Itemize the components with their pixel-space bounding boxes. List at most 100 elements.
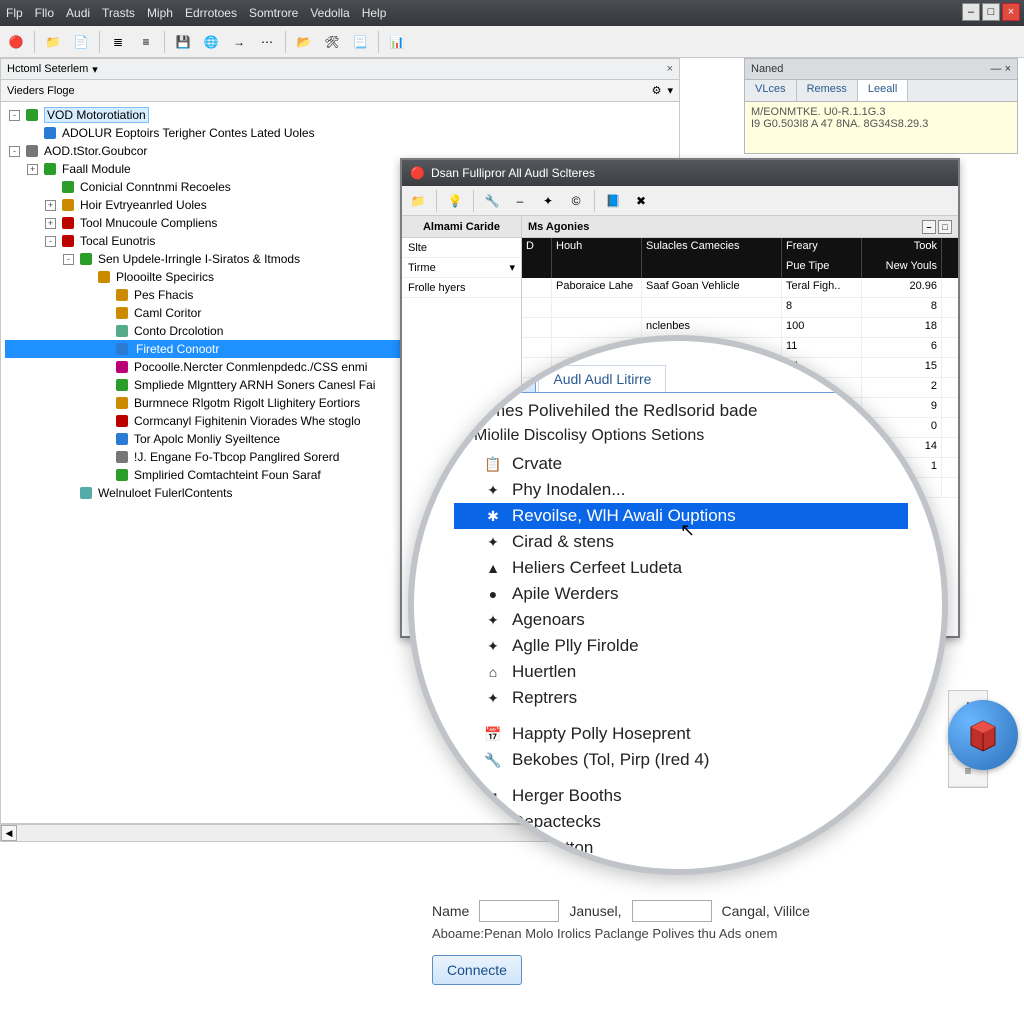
- name-field-1[interactable]: [479, 900, 559, 922]
- tab-vlces[interactable]: VLces: [745, 80, 797, 101]
- min-icon[interactable]: –: [922, 220, 936, 234]
- sec-left-head: Almami Caride: [402, 216, 521, 238]
- context-menu-item[interactable]: ✦Aglle Plly Firolde: [454, 633, 908, 659]
- tree-node-label: !J. Engane Fo-Tbcop Panglired Sorerd: [134, 450, 339, 464]
- tree-twisty-icon[interactable]: +: [45, 218, 56, 229]
- menu-item[interactable]: Miph: [147, 6, 173, 20]
- context-menu-item[interactable]: 🔒Depactecks0: [454, 809, 908, 835]
- grid-row[interactable]: nclenbes10018: [522, 318, 958, 338]
- connect-button[interactable]: Connecte: [432, 955, 522, 985]
- sec-folder-icon[interactable]: 📁: [406, 189, 430, 213]
- menu-item[interactable]: Vedolla: [310, 6, 349, 20]
- context-menu-item[interactable]: ■Herger Booths: [454, 783, 908, 809]
- list-icon[interactable]: ≣: [106, 30, 130, 54]
- menu-item[interactable]: Edrrotoes: [185, 6, 237, 20]
- menu-item-label: Happty Polly Hoseprent: [512, 724, 691, 744]
- menu-item[interactable]: Fllo: [35, 6, 54, 20]
- context-menu-item[interactable]: ⌂Huertlen: [454, 659, 908, 685]
- sec-wrench-icon[interactable]: 🔧: [480, 189, 504, 213]
- context-menu-item[interactable]: 🔧Bekobes (Tol, Pirp (Ired 4): [454, 747, 908, 773]
- lens-tab-2[interactable]: Audl Audl Litirre: [538, 365, 666, 392]
- scroll-left-icon[interactable]: ◀: [1, 825, 17, 841]
- right-panel-title: Naned — ×: [744, 58, 1018, 80]
- menu-item-icon: 📋: [484, 455, 502, 473]
- tree-node-label: Smpliede Mlgnttery ARNH Soners Canesl Fa…: [134, 378, 375, 392]
- menu-item-icon: 🔧: [484, 751, 502, 769]
- breadcrumb: Hctoml Seterlem ▾ ×: [0, 58, 680, 80]
- tree-node[interactable]: -VOD Motorotiation: [5, 106, 675, 124]
- tree-twisty-icon[interactable]: -: [45, 236, 56, 247]
- context-menu-item[interactable]: ◉ Cosinotton: [454, 835, 908, 861]
- sec-box-icon[interactable]: 📘: [601, 189, 625, 213]
- globe-icon[interactable]: 🌐: [199, 30, 223, 54]
- folder2-icon[interactable]: 📂: [292, 30, 316, 54]
- menu-item-icon: ◉: [484, 839, 502, 857]
- context-menu-item[interactable]: ✦Agenoars: [454, 607, 908, 633]
- tree-node-label: Ploooilte Specirics: [116, 270, 214, 284]
- maximize-icon[interactable]: □: [982, 3, 1000, 21]
- context-menu-item[interactable]: 📅Happty Polly Hoseprent: [454, 721, 908, 747]
- breadcrumb-close-icon[interactable]: ×: [667, 63, 673, 75]
- context-menu-item[interactable]: 📋Crvate: [454, 451, 908, 477]
- tree-twisty-icon[interactable]: -: [63, 254, 74, 265]
- close-icon[interactable]: ×: [1002, 3, 1020, 21]
- tree-twisty-icon[interactable]: +: [45, 200, 56, 211]
- context-menu-item[interactable]: ▲Heliers Cerfeet Ludeta: [454, 555, 908, 581]
- context-menu-item[interactable]: ✦Phy Inodalen...: [454, 477, 908, 503]
- save-icon[interactable]: 💾: [171, 30, 195, 54]
- tree-node-label: Conto Drcolotion: [134, 324, 223, 338]
- sec-left-row[interactable]: Frolle hyers: [402, 278, 521, 298]
- tab-leeall[interactable]: Leeall: [858, 80, 908, 101]
- sec-dash-icon[interactable]: –: [508, 189, 532, 213]
- name-field-2[interactable]: [632, 900, 712, 922]
- menu-item-label: Apile Werders: [512, 584, 618, 604]
- sec-star-icon[interactable]: ✦: [536, 189, 560, 213]
- lens-tab-1[interactable]: Ad Soher: [448, 365, 536, 392]
- document-icon[interactable]: 📄: [69, 30, 93, 54]
- gear-icon[interactable]: ⚙: [652, 84, 662, 97]
- tree-node-label: Faall Module: [62, 162, 131, 176]
- grid-row[interactable]: 88: [522, 298, 958, 318]
- panel-menu-icon[interactable]: — ×: [991, 63, 1011, 75]
- menu-item[interactable]: Audi: [66, 6, 90, 20]
- sec-left-row[interactable]: Tirme▾: [402, 258, 521, 278]
- sec-c-icon[interactable]: ©: [564, 189, 588, 213]
- tree-node-icon: [114, 431, 130, 447]
- tree-node-icon: [42, 161, 58, 177]
- arrow-icon[interactable]: →: [227, 30, 251, 54]
- menu-item[interactable]: Trasts: [102, 6, 135, 20]
- sec-left-row[interactable]: Slte: [402, 238, 521, 258]
- sec-delete-icon[interactable]: ✖: [629, 189, 653, 213]
- subbar-text: Vieders Floge: [7, 85, 75, 97]
- tree-node[interactable]: ADOLUR Eoptoirs Terigher Contes Lated Uo…: [5, 124, 675, 142]
- grid-subheader: Pue Tipe New Youls: [522, 258, 958, 278]
- tree-twisty-icon[interactable]: -: [9, 146, 20, 157]
- tool-icon[interactable]: 🛠: [320, 30, 344, 54]
- menu-item[interactable]: Help: [362, 6, 387, 20]
- menu-item-label: Cosinotton: [512, 838, 593, 858]
- menu-item-icon: ✦: [484, 611, 502, 629]
- context-menu-item[interactable]: ●Apile Werders: [454, 581, 908, 607]
- tree-node-icon: [78, 251, 94, 267]
- folder-icon[interactable]: 📁: [41, 30, 65, 54]
- chart-icon[interactable]: 📊: [385, 30, 409, 54]
- context-menu-item[interactable]: ✦Reptrers: [454, 685, 908, 711]
- max-icon[interactable]: □: [938, 220, 952, 234]
- dropdown-icon[interactable]: ▾: [667, 84, 673, 97]
- grid-row[interactable]: Paboraice LaheSaaf Goan VehlicleTeral Fi…: [522, 278, 958, 298]
- tree-node-label: Welnuloet FulerlContents: [98, 486, 233, 500]
- menu-item[interactable]: Flp: [6, 6, 23, 20]
- menu-item[interactable]: Somtrore: [249, 6, 298, 20]
- sec-bulb-icon[interactable]: 💡: [443, 189, 467, 213]
- tree-node-label: Cormcanyl Fighitenin Viorades Whe stoglo: [134, 414, 361, 428]
- tree-node-icon: [24, 107, 40, 123]
- tab-remess[interactable]: Remess: [797, 80, 858, 101]
- right-panel-body: M/EONMTKE. U0-R.1.1G.3 I9 G0.503I8 A 47 …: [744, 102, 1018, 154]
- more-icon[interactable]: ⋯: [255, 30, 279, 54]
- tree-twisty-icon[interactable]: -: [9, 110, 20, 121]
- tree-twisty-icon[interactable]: +: [27, 164, 38, 175]
- menu-icon[interactable]: ≡: [134, 30, 158, 54]
- tree-node-icon: [114, 377, 130, 393]
- page-icon[interactable]: 📃: [348, 30, 372, 54]
- minimize-icon[interactable]: –: [962, 3, 980, 21]
